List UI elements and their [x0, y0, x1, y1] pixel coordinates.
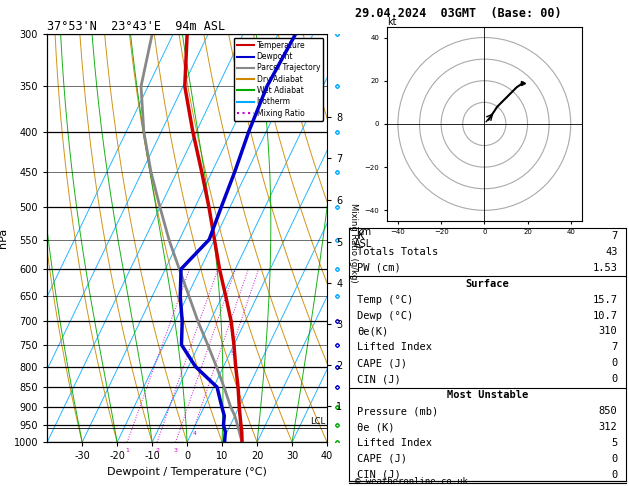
Text: Surface: Surface	[0, 485, 1, 486]
Y-axis label: km
ASL: km ASL	[354, 227, 372, 249]
Text: 37°53'N  23°43'E  94m ASL: 37°53'N 23°43'E 94m ASL	[47, 20, 225, 33]
Text: θe(K): θe(K)	[357, 327, 389, 336]
Text: 2: 2	[155, 449, 159, 453]
Text: Dewp (°C): Dewp (°C)	[357, 311, 414, 321]
Text: CAPE (J): CAPE (J)	[357, 454, 408, 464]
Text: 10.7: 10.7	[593, 311, 618, 321]
Text: 29.04.2024  03GMT  (Base: 00): 29.04.2024 03GMT (Base: 00)	[355, 7, 562, 20]
Text: 850: 850	[599, 406, 618, 416]
Text: CIN (J): CIN (J)	[357, 470, 401, 480]
Text: 310: 310	[599, 327, 618, 336]
Text: CAPE (J): CAPE (J)	[357, 358, 408, 368]
Text: 1.53: 1.53	[593, 263, 618, 273]
Text: 1: 1	[125, 449, 129, 453]
Text: LCL: LCL	[310, 417, 325, 426]
Text: 0: 0	[611, 454, 618, 464]
Text: θe (K): θe (K)	[357, 422, 395, 432]
Text: Pressure (mb): Pressure (mb)	[357, 406, 438, 416]
Text: 0: 0	[611, 374, 618, 384]
Text: Temp (°C): Temp (°C)	[357, 295, 414, 305]
Text: © weatheronline.co.uk: © weatheronline.co.uk	[355, 477, 468, 486]
Legend: Temperature, Dewpoint, Parcel Trajectory, Dry Adiabat, Wet Adiabat, Isotherm, Mi: Temperature, Dewpoint, Parcel Trajectory…	[234, 38, 323, 121]
Text: Surface: Surface	[465, 278, 509, 289]
Text: Totals Totals: Totals Totals	[357, 247, 438, 257]
Text: Most Unstable: Most Unstable	[447, 390, 528, 400]
Text: Lifted Index: Lifted Index	[357, 438, 432, 448]
Text: 0: 0	[611, 358, 618, 368]
Text: Lifted Index: Lifted Index	[357, 343, 432, 352]
Text: 312: 312	[599, 422, 618, 432]
X-axis label: Dewpoint / Temperature (°C): Dewpoint / Temperature (°C)	[107, 467, 267, 477]
Text: 5: 5	[231, 351, 235, 356]
Text: PW (cm): PW (cm)	[357, 263, 401, 273]
Text: 4: 4	[193, 431, 197, 436]
Text: K: K	[357, 231, 364, 241]
Text: Mixing Ratio (g/kg): Mixing Ratio (g/kg)	[349, 203, 358, 283]
Text: 3: 3	[174, 449, 177, 453]
Text: kt: kt	[387, 17, 397, 27]
Text: 15.7: 15.7	[593, 295, 618, 305]
Text: 43: 43	[605, 247, 618, 257]
Text: 0: 0	[611, 470, 618, 480]
Text: 7: 7	[611, 343, 618, 352]
Text: 5: 5	[611, 438, 618, 448]
Y-axis label: hPa: hPa	[0, 228, 8, 248]
Text: 7: 7	[611, 231, 618, 241]
Text: CIN (J): CIN (J)	[357, 374, 401, 384]
